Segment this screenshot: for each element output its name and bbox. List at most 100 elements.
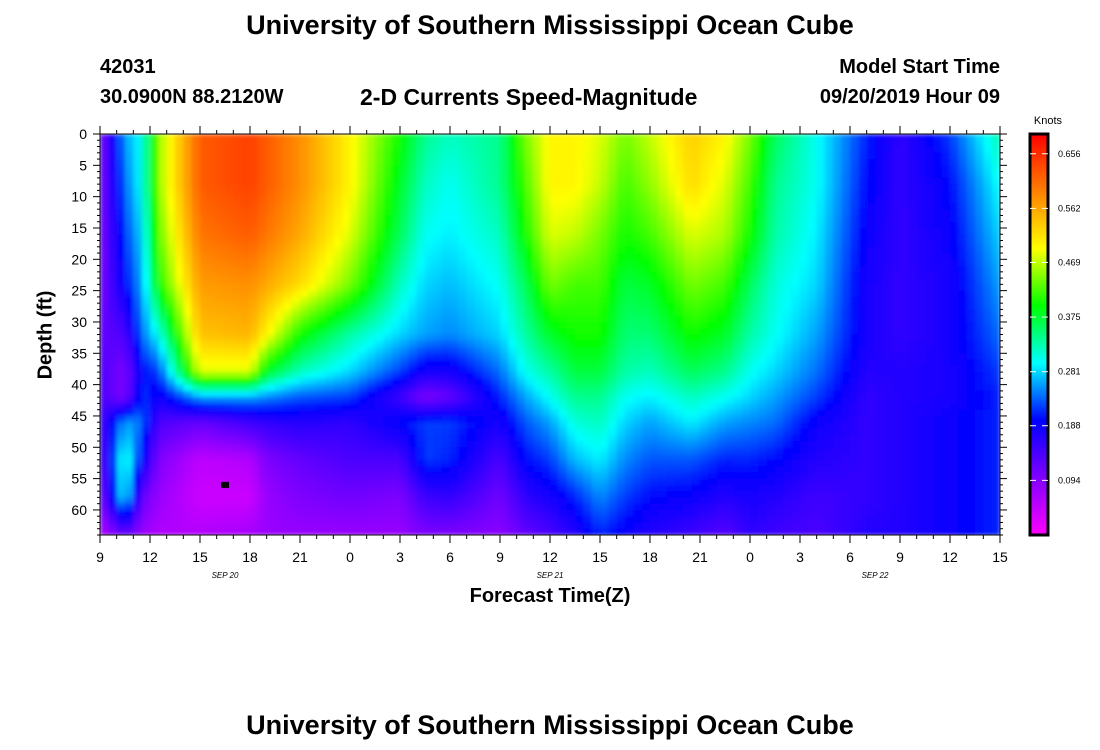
heatmap-cell [150, 509, 159, 517]
heatmap-cell [700, 522, 709, 530]
heatmap-cell [566, 528, 576, 535]
heatmap-cell [425, 390, 434, 398]
heatmap-cell [283, 246, 293, 254]
heatmap-cell [608, 428, 618, 436]
heatmap-cell [208, 415, 218, 423]
heatmap-cell [483, 209, 493, 217]
heatmap-cell [175, 309, 184, 317]
heatmap-cell [600, 359, 609, 367]
heatmap-cell [691, 466, 701, 473]
heatmap-cell [241, 177, 251, 185]
heatmap-cell [233, 227, 243, 235]
heatmap-cell [333, 497, 343, 505]
heatmap-cell [666, 459, 676, 467]
heatmap-cell [366, 503, 376, 511]
heatmap-cell [725, 384, 734, 392]
heatmap-cell [641, 409, 651, 417]
heatmap-cell [716, 209, 726, 217]
heatmap-cell [133, 434, 143, 442]
heatmap-cell [216, 415, 226, 423]
heatmap-cell [150, 328, 159, 336]
heatmap-cell [183, 415, 193, 423]
heatmap-cell [566, 509, 576, 517]
heatmap-cell [525, 466, 534, 473]
heatmap-cell [666, 290, 676, 298]
heatmap-cell [550, 516, 559, 524]
heatmap-cell [300, 315, 309, 323]
heatmap-cell [441, 221, 451, 229]
heatmap-cell [108, 278, 118, 285]
heatmap-cell [483, 152, 493, 160]
heatmap-cell [141, 422, 151, 430]
heatmap-cell [708, 290, 718, 298]
heatmap-cell [375, 196, 384, 204]
heatmap-cell [125, 503, 134, 511]
heatmap-cell [450, 265, 459, 273]
heatmap-cell [391, 422, 401, 430]
heatmap-cell [216, 196, 226, 204]
heatmap-cell [175, 165, 184, 173]
heatmap-cell [666, 434, 676, 442]
heatmap-cell [366, 509, 376, 517]
heatmap-cell [583, 284, 593, 292]
heatmap-cell [683, 509, 693, 517]
heatmap-cell [608, 409, 618, 417]
heatmap-cell [391, 397, 401, 405]
heatmap-cell [108, 334, 118, 342]
heatmap-cell [408, 478, 418, 486]
heatmap-cell [200, 528, 209, 535]
heatmap-cell [500, 284, 509, 292]
heatmap-cell [425, 284, 434, 292]
heatmap-cell [200, 397, 209, 405]
heatmap-cell [450, 384, 459, 392]
heatmap-cell [400, 428, 409, 436]
heatmap-cell [400, 165, 409, 173]
heatmap-cell [350, 378, 359, 386]
heatmap-cell [350, 459, 359, 467]
heatmap-cell [583, 290, 593, 298]
heatmap-cell [366, 466, 376, 473]
heatmap-cell [166, 215, 176, 223]
heatmap-cell [575, 234, 584, 242]
heatmap-cell [208, 190, 218, 198]
heatmap-cell [550, 246, 559, 254]
heatmap-cell [375, 146, 384, 154]
heatmap-cell [716, 271, 726, 279]
heatmap-cell [658, 209, 668, 217]
heatmap-cell [575, 466, 584, 473]
heatmap-cell [125, 522, 134, 530]
heatmap-cell [733, 190, 743, 198]
heatmap-cell [475, 378, 484, 386]
heatmap-cell [675, 165, 684, 173]
heatmap-cell [616, 390, 626, 398]
heatmap-cell [375, 290, 384, 298]
heatmap-cell [283, 466, 293, 473]
heatmap-cell [483, 372, 493, 379]
heatmap-cell [375, 190, 384, 198]
heatmap-cell [366, 453, 376, 461]
heatmap-cell [116, 509, 126, 517]
heatmap-cell [141, 484, 151, 492]
heatmap-cell [233, 447, 243, 455]
heatmap-cell [658, 453, 668, 461]
heatmap-cell [491, 140, 501, 148]
heatmap-cell [125, 315, 134, 323]
heatmap-cell [391, 309, 401, 317]
heatmap-cell [575, 441, 584, 448]
heatmap-cell [533, 221, 543, 229]
heatmap-cell [466, 347, 476, 354]
heatmap-cell [616, 303, 626, 311]
heatmap-cell [641, 347, 651, 354]
heatmap-cell [316, 190, 326, 198]
heatmap-cell [508, 428, 518, 436]
heatmap-cell [125, 165, 134, 173]
heatmap-cell [300, 184, 309, 191]
heatmap-cell [250, 503, 259, 511]
heatmap-cell [200, 516, 209, 524]
heatmap-cell [741, 221, 751, 229]
heatmap-cell [466, 234, 476, 242]
heatmap-cell [658, 278, 668, 285]
heatmap-cell [175, 422, 184, 430]
heatmap-cell [633, 134, 643, 141]
heatmap-cell [508, 334, 518, 342]
